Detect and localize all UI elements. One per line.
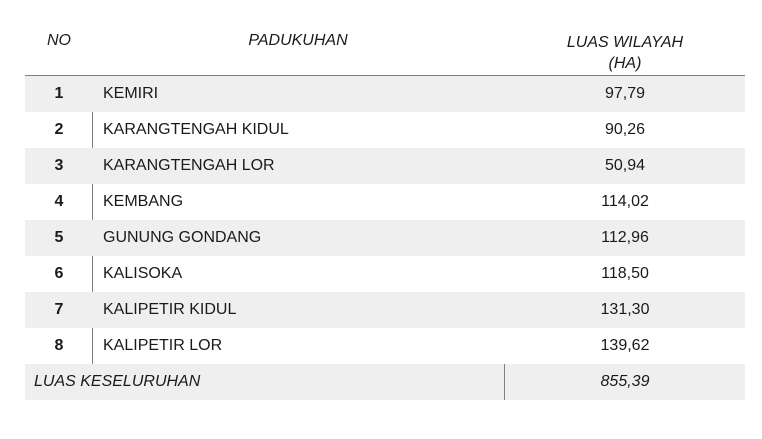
table-row: 3 KARANGTENGAH LOR 50,94 [25, 148, 745, 184]
row-padukuhan: KEMBANG [103, 193, 184, 210]
row-area: 97,79 [604, 85, 646, 102]
row-number: 8 [54, 337, 64, 354]
area-table: NO PADUKUHAN LUAS WILAYAH (HA) 1 KEMIRI … [25, 26, 745, 400]
table-body: 1 KEMIRI 97,79 2 KARANGTENGAH KIDUL 90,2… [25, 76, 745, 364]
header-area-line1: LUAS WILAYAH [566, 34, 684, 51]
row-area: 114,02 [601, 193, 649, 210]
row-padukuhan: KEMIRI [103, 85, 159, 102]
table-row: 4 KEMBANG 114,02 [25, 184, 745, 220]
row-area: 90,26 [604, 121, 646, 138]
row-padukuhan: KARANGTENGAH KIDUL [103, 121, 289, 138]
row-area: 118,50 [601, 265, 649, 282]
row-number: 1 [54, 85, 64, 102]
table-row: 1 KEMIRI 97,79 [25, 76, 745, 112]
row-number: 7 [54, 301, 64, 318]
row-padukuhan: KALIPETIR KIDUL [103, 301, 237, 318]
table-row: 2 KARANGTENGAH KIDUL 90,26 [25, 112, 745, 148]
row-area: 50,94 [604, 157, 646, 174]
table-row: 5 GUNUNG GONDANG 112,96 [25, 220, 745, 256]
table-row: 7 KALIPETIR KIDUL 131,30 [25, 292, 745, 328]
row-number: 3 [54, 157, 64, 174]
total-row: LUAS KESELURUHAN 855,39 [25, 364, 745, 400]
total-value: 855,39 [600, 373, 650, 390]
row-padukuhan: KARANGTENGAH LOR [103, 157, 275, 174]
header-area-line2: (HA) [608, 55, 642, 72]
header-padukuhan: PADUKUHAN [248, 32, 348, 49]
row-padukuhan: GUNUNG GONDANG [103, 229, 262, 246]
total-divider [504, 364, 505, 400]
row-area: 112,96 [601, 229, 649, 246]
row-number: 4 [54, 193, 64, 210]
row-number: 5 [54, 229, 64, 246]
table-row: 8 KALIPETIR LOR 139,62 [25, 328, 745, 364]
row-padukuhan: KALIPETIR LOR [103, 337, 223, 354]
row-area: 131,30 [600, 301, 650, 318]
table-row: 6 KALISOKA 118,50 [25, 256, 745, 292]
header-no: NO [47, 32, 71, 49]
header-area: LUAS WILAYAH (HA) [505, 32, 745, 74]
row-number: 2 [54, 121, 64, 138]
table-header: NO PADUKUHAN LUAS WILAYAH (HA) [25, 26, 745, 76]
row-number: 6 [54, 265, 64, 282]
row-padukuhan: KALISOKA [103, 265, 183, 282]
total-label: LUAS KESELURUHAN [34, 373, 201, 390]
row-area: 139,62 [600, 337, 650, 354]
